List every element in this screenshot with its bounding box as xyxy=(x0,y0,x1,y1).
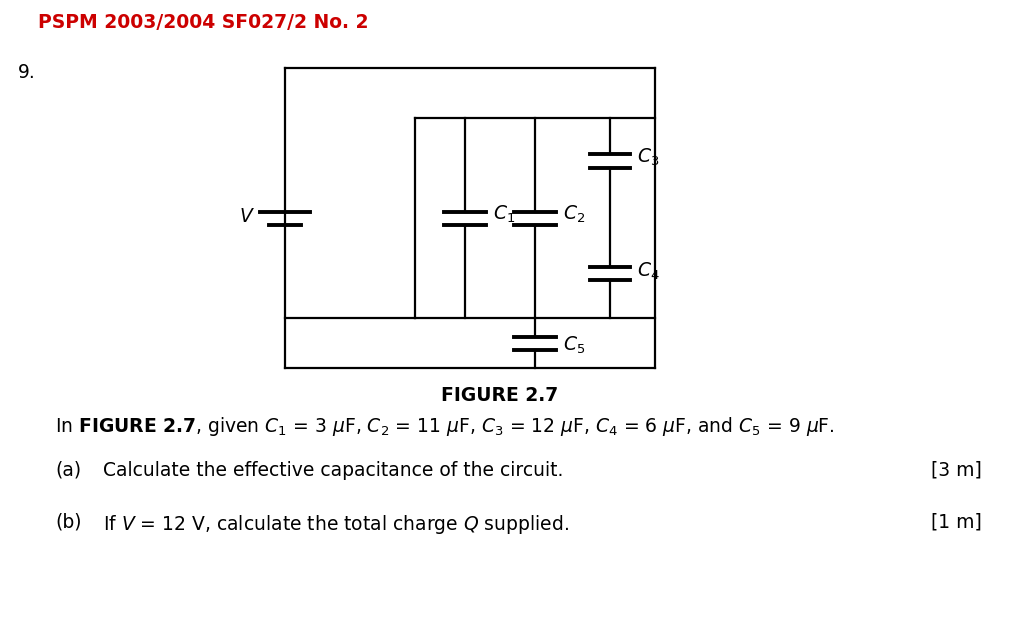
Text: [1 m]: [1 m] xyxy=(931,513,982,532)
Text: $C_1$: $C_1$ xyxy=(493,203,516,225)
Text: $C_3$: $C_3$ xyxy=(637,146,660,168)
Text: $V$: $V$ xyxy=(239,206,255,226)
Text: PSPM 2003/2004 SF027/2 No. 2: PSPM 2003/2004 SF027/2 No. 2 xyxy=(38,13,368,32)
Text: $C_5$: $C_5$ xyxy=(563,335,585,356)
Text: (a): (a) xyxy=(55,461,81,480)
Text: $C_2$: $C_2$ xyxy=(563,203,585,225)
Text: In $\mathbf{FIGURE\ 2.7}$, given $C_1$ = 3 $\mu$F, $C_2$ = 11 $\mu$F, $C_3$ = 12: In $\mathbf{FIGURE\ 2.7}$, given $C_1$ =… xyxy=(55,415,835,438)
Text: 9.: 9. xyxy=(18,63,36,82)
Text: Calculate the effective capacitance of the circuit.: Calculate the effective capacitance of t… xyxy=(103,461,564,480)
Text: (b): (b) xyxy=(55,513,82,532)
Text: $C_4$: $C_4$ xyxy=(637,260,660,282)
Text: FIGURE 2.7: FIGURE 2.7 xyxy=(441,386,559,405)
Text: [3 m]: [3 m] xyxy=(931,461,982,480)
Text: If $V$ = 12 V, calculate the total charge $Q$ supplied.: If $V$ = 12 V, calculate the total charg… xyxy=(103,513,569,536)
